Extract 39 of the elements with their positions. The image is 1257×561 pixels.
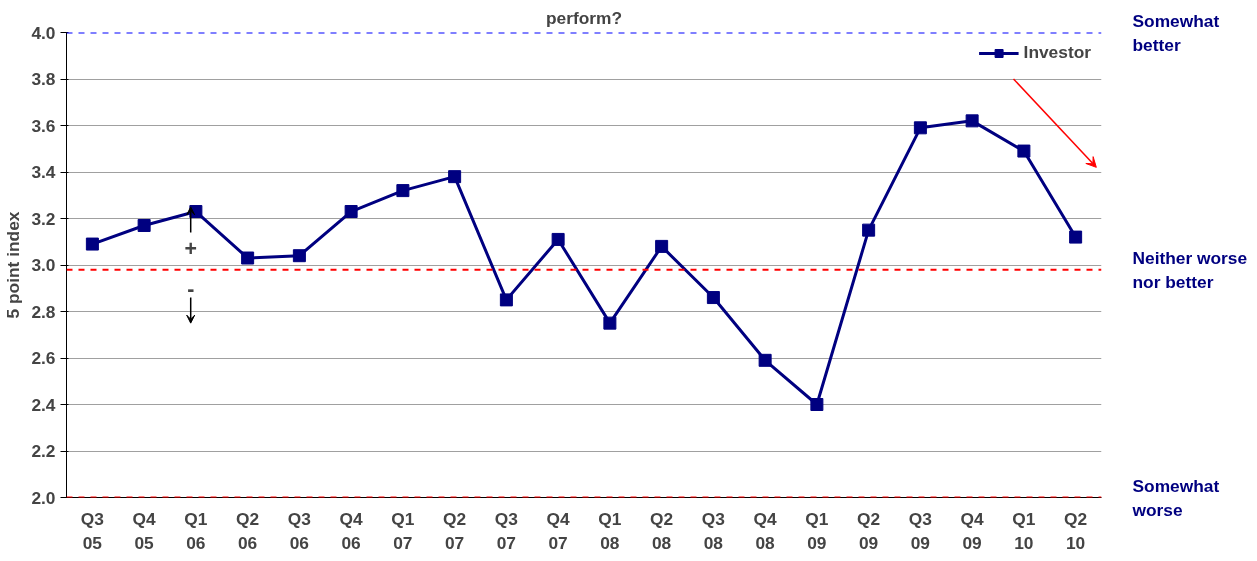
x-tick-label: Q3 05 [80, 508, 105, 553]
x-tick-label: Q4 05 [132, 508, 157, 553]
legend-label: Investor [1023, 42, 1091, 63]
x-tick-label: Q3 08 [701, 508, 726, 553]
y-tick-label: 2.6 [31, 348, 56, 368]
y-tick-label: 3.0 [31, 255, 56, 275]
x-tick-label: Q2 06 [236, 508, 260, 553]
y-tick-label: 2.0 [31, 487, 56, 508]
x-tick-label: Q1 08 [598, 508, 622, 553]
y-tick-label: 3.2 [31, 208, 56, 229]
y-tick-label: 4.0 [31, 22, 56, 43]
x-tick-label: Q2 09 [857, 508, 881, 553]
y-axis-title: 5 point index [3, 211, 24, 319]
x-tick-label: Q2 08 [650, 508, 674, 553]
x-tick-label: Q2 10 [1064, 508, 1088, 553]
ref-line-label: Neither worse nor better [1132, 247, 1248, 292]
x-tick-label: Q2 07 [443, 508, 467, 553]
x-tick-label: Q3 07 [494, 508, 519, 553]
y-tick-label: 3.8 [31, 69, 56, 89]
x-tick-label: Q3 06 [287, 508, 312, 553]
x-tick-label: Q4 09 [960, 508, 985, 553]
x-tick-label: Q4 08 [753, 508, 778, 553]
y-tick-label: 3.6 [31, 115, 56, 136]
ref-line-label: Somewhat better [1132, 10, 1220, 55]
annotation: + [184, 237, 197, 262]
x-tick-label: Q3 09 [908, 508, 933, 553]
x-tick-label: Q1 09 [805, 508, 829, 553]
y-tick-label: 2.8 [31, 301, 56, 322]
ref-line-label: Somewhat worse [1131, 475, 1220, 520]
x-tick-label: Q4 07 [546, 508, 571, 553]
x-tick-label: Q1 07 [391, 508, 415, 553]
x-tick-label: Q1 06 [184, 508, 208, 553]
y-tick-label: 2.2 [31, 441, 56, 461]
annotation: - [187, 276, 195, 301]
chart-title: perform? [545, 7, 623, 28]
y-tick-label: 2.4 [31, 394, 56, 415]
y-tick-label: 3.4 [31, 162, 56, 182]
x-tick-label: Q4 06 [339, 508, 364, 553]
x-tick-label: Q1 10 [1012, 508, 1036, 553]
